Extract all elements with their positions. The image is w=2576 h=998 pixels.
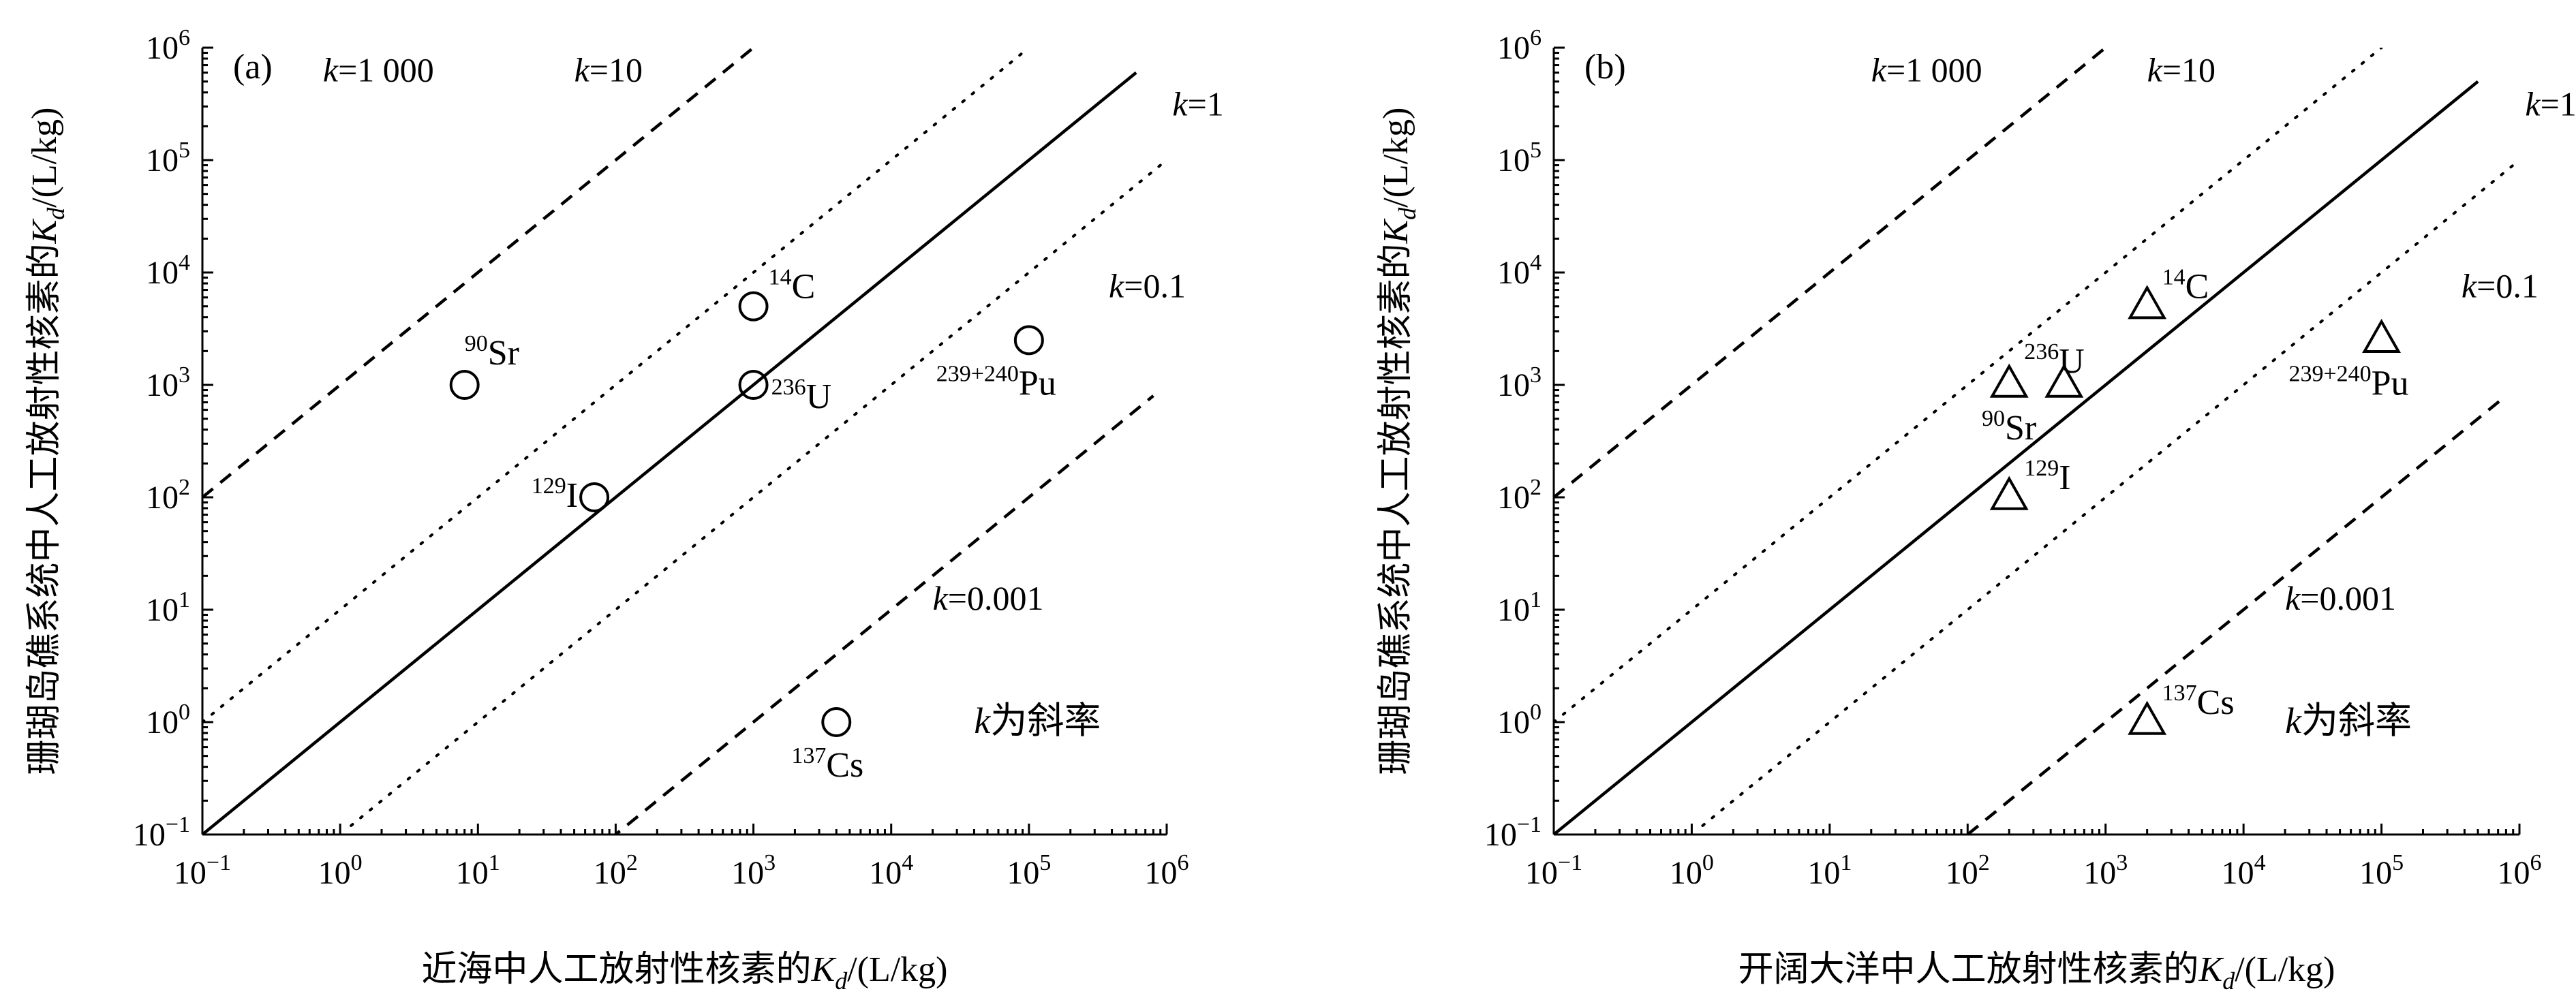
panel-a: 10−1 100 101 102 103 104 105 106 10−1 100 101 102 10… xyxy=(25,25,1224,995)
y-tick-label: 102 xyxy=(146,475,190,516)
ref-line-label: k=0.1 xyxy=(1109,267,1186,305)
x-axis-title: 近海中人工放射性核素的Kd/(L/kg) xyxy=(422,950,948,995)
data-point xyxy=(1989,363,2029,398)
y-tick-label: 100 xyxy=(146,700,190,740)
x-tick-label: 105 xyxy=(2359,850,2404,891)
y-tick-label: 10−1 xyxy=(133,812,190,853)
y-axis-title: 珊瑚岛礁系统中人工放射性核素的Kd/(L/kg) xyxy=(1377,108,1421,775)
ref-line-label: k=1 000 xyxy=(323,51,434,89)
x-tick-label: 101 xyxy=(1807,850,1852,891)
y-tick-label: 101 xyxy=(1497,587,1542,628)
y-tick-label: 10−1 xyxy=(1484,812,1542,853)
ref-line-k-1 xyxy=(1554,80,2479,835)
ref-line-label: k=10 xyxy=(2147,51,2215,89)
reference-lines xyxy=(202,48,1162,835)
ref-line-label: k=0.001 xyxy=(2285,579,2396,617)
y-tick-label: 104 xyxy=(1497,250,1542,291)
y-tick-label: 105 xyxy=(146,138,190,178)
point-label: 14C xyxy=(2162,265,2209,307)
point-label: 129I xyxy=(2024,456,2070,497)
x-tick-label: 101 xyxy=(456,850,500,891)
x-tick-label: 100 xyxy=(1670,850,1714,891)
point-label: 137Cs xyxy=(791,743,863,785)
point-label: 239+240Pu xyxy=(936,361,1056,403)
ref-line-k-0.1 xyxy=(350,163,1162,827)
panel-label: (b) xyxy=(1584,48,1626,87)
x-tick-label: 104 xyxy=(869,850,913,891)
x-tick-label: 105 xyxy=(1007,850,1051,891)
y-tick-label: 106 xyxy=(1497,25,1542,66)
x-tick-label: 10−1 xyxy=(1525,850,1582,891)
y-tick-label: 101 xyxy=(146,587,190,628)
data-point xyxy=(1989,475,2029,510)
x-tick-label: 100 xyxy=(318,850,363,891)
ref-line-label: k=1 xyxy=(1172,84,1223,123)
slope-note: k为斜率 xyxy=(974,700,1101,741)
slope-note: k为斜率 xyxy=(2285,700,2412,741)
y-tick-label: 104 xyxy=(146,250,190,291)
data-point xyxy=(738,291,769,322)
x-tick-label: 104 xyxy=(2222,850,2266,891)
data-point xyxy=(1013,325,1044,356)
y-tick-label: 106 xyxy=(146,25,190,66)
point-label: 137Cs xyxy=(2162,681,2235,722)
data-point xyxy=(821,707,852,737)
ref-line-k-1000 xyxy=(202,48,754,499)
x-tick-label: 103 xyxy=(2083,850,2128,891)
point-label: 236U xyxy=(2024,339,2085,381)
ref-line-label: k=0.001 xyxy=(933,579,1044,617)
y-axis-title: 珊瑚岛礁系统中人工放射性核素的Kd/(L/kg) xyxy=(25,108,70,775)
x-tick-label: 103 xyxy=(731,850,776,891)
point-label: 14C xyxy=(769,265,816,307)
point-label: 239+240Pu xyxy=(2288,361,2408,403)
y-tick-label: 102 xyxy=(1497,475,1542,516)
y-tick-label: 100 xyxy=(1497,700,1542,740)
panel-label: (a) xyxy=(233,48,273,87)
ref-line-k-0.001 xyxy=(613,394,1154,835)
x-tick-label: 102 xyxy=(594,850,638,891)
data-point xyxy=(449,370,480,400)
panel-b: 10−1 100 101 102 103 104 105 106 10−1 100 101 102 10… xyxy=(1377,25,2576,995)
ref-line-label: k=1 000 xyxy=(1871,51,1982,89)
point-label: 129I xyxy=(532,473,578,515)
x-tick-label: 10−1 xyxy=(174,850,231,891)
data-point xyxy=(2128,285,2167,319)
data-point xyxy=(2044,363,2084,398)
x-axis-title: 开阔大洋中人工放射性核素的Kd/(L/kg) xyxy=(1738,950,2335,995)
y-tick-label: 105 xyxy=(1497,138,1542,178)
ref-line-k-10 xyxy=(202,48,1030,723)
data-point xyxy=(738,370,769,400)
point-label: 236U xyxy=(771,375,832,416)
ref-line-k-10 xyxy=(1554,48,2383,723)
data-point xyxy=(2128,700,2167,735)
ref-line-k-0.1 xyxy=(1701,163,2515,827)
x-tick-label: 106 xyxy=(1145,850,1189,891)
y-tick-label: 103 xyxy=(1497,362,1542,403)
y-tick-label: 103 xyxy=(146,362,190,403)
data-point xyxy=(2362,319,2402,354)
ref-line-label: k=0.1 xyxy=(2462,267,2539,305)
x-tick-label: 106 xyxy=(2498,850,2542,891)
ref-line-k-1000 xyxy=(1554,48,2107,499)
x-tick-label: 102 xyxy=(1946,850,1990,891)
point-label: 90Sr xyxy=(1982,406,2036,448)
ref-line-k-1 xyxy=(202,71,1137,835)
ref-line-label: k=10 xyxy=(574,51,643,89)
point-label: 90Sr xyxy=(465,331,519,373)
reference-lines xyxy=(1554,48,2515,835)
ref-line-label: k=1 xyxy=(2525,84,2576,123)
data-point xyxy=(579,482,610,512)
